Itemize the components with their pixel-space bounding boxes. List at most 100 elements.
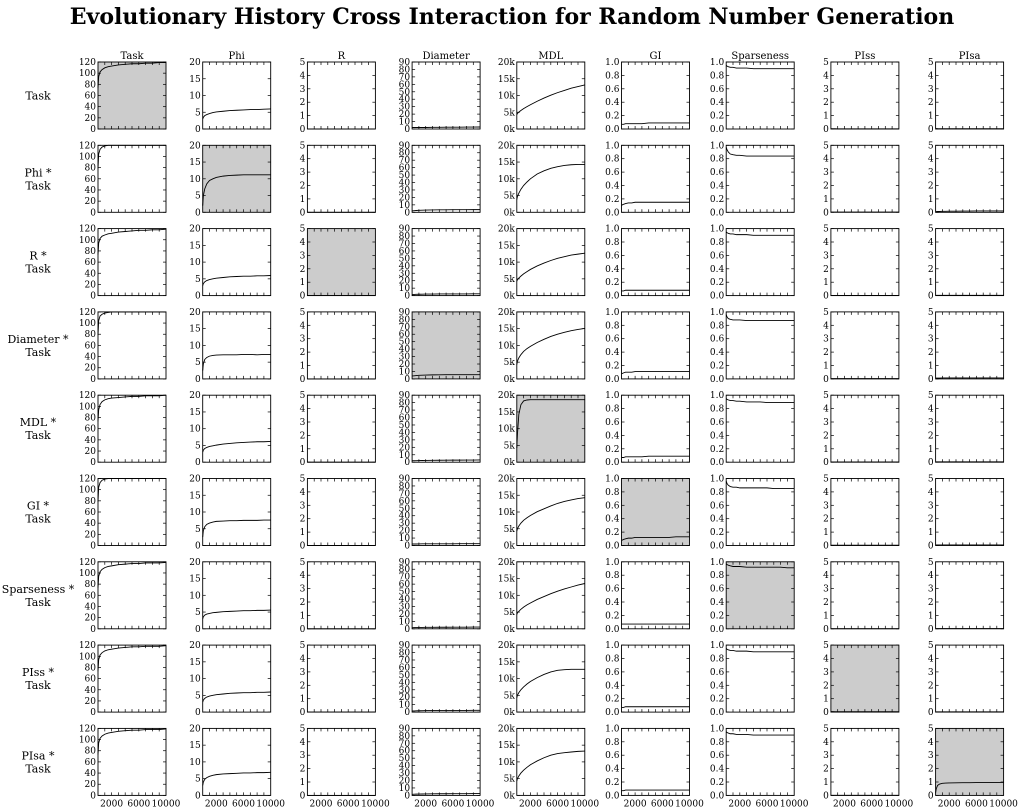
y-tick-label: 4: [823, 571, 829, 581]
series-line: [412, 293, 481, 295]
panel-phi-gi: 0.0 0.2 0.4 0.6 0.8 1.0: [605, 141, 690, 218]
y-tick-label: 60: [85, 92, 97, 102]
y-tick-label: 1: [928, 611, 934, 621]
panel-frame: [830, 478, 900, 546]
x-tick-label: 10000: [466, 799, 495, 809]
panel-frame: [97, 727, 167, 796]
panel-piss-mdl: 0k 5k 10k 15k 20k: [498, 641, 586, 718]
y-tick-label: 0.4: [710, 431, 725, 441]
y-tick-label: 20: [399, 360, 411, 370]
series-line: [97, 478, 166, 502]
y-tick-label: 15: [189, 158, 201, 168]
y-tick-label: 5: [300, 558, 306, 568]
y-tick-label: 2: [823, 182, 829, 192]
panel-frame: [97, 478, 167, 546]
y-tick-label: 0: [928, 375, 934, 385]
x-tick-label: 6000: [965, 799, 988, 809]
panel-frame: [621, 311, 690, 380]
series-line: [621, 706, 690, 708]
y-tick-label: 5: [195, 275, 201, 285]
y-tick-label: 60: [399, 663, 411, 673]
y-tick-label: 2: [928, 431, 934, 441]
y-tick-label: 20: [85, 197, 97, 207]
y-tick-label: 0.4: [605, 265, 620, 275]
y-tick-label: 120: [79, 58, 96, 68]
y-tick-label: 4: [823, 321, 829, 331]
y-tick-label: 100: [79, 402, 96, 412]
y-tick-label: 60: [399, 580, 411, 590]
y-tick-label: 5k: [504, 441, 516, 451]
y-tick-label: 2: [823, 681, 829, 691]
y-tick-label: 2: [928, 182, 934, 192]
y-tick-label: 40: [85, 769, 97, 779]
panel-phi-mdl: 0k 5k 10k 15k 20k: [498, 141, 586, 218]
y-tick-label: 0: [300, 292, 306, 302]
y-tick-label: 4: [928, 155, 934, 165]
x-tick-label: 2000: [728, 799, 751, 809]
panel-frame: [306, 394, 376, 463]
y-tick-label: 10k: [498, 675, 515, 685]
y-tick-label: 30: [399, 103, 411, 113]
y-tick-label: 1.0: [605, 641, 620, 651]
y-tick-label: 0: [300, 125, 306, 135]
y-tick-label: 15: [189, 491, 201, 501]
y-tick-label: 0.0: [710, 208, 725, 218]
y-tick-label: 15: [189, 241, 201, 251]
y-tick-label: 60: [85, 341, 97, 351]
y-tick-label: 1.0: [605, 558, 620, 568]
y-tick-label: 0: [823, 208, 829, 218]
y-tick-label: 4: [928, 71, 934, 81]
column-header-pisa: PIsa: [959, 51, 981, 62]
series-line: [516, 497, 585, 532]
panel-diameter-phi: 0 5 10 15 20: [189, 308, 272, 385]
panel-r-r: 0 1 2 3 4 5: [300, 225, 376, 302]
series-line: [202, 353, 271, 371]
y-tick-label: 4: [300, 655, 306, 665]
series-line: [725, 563, 795, 569]
y-tick-label: 0.6: [605, 418, 620, 428]
series-line: [516, 84, 585, 115]
y-tick-label: 1: [300, 112, 306, 122]
panel-highlight-bg: [516, 394, 586, 463]
panel-frame: [97, 311, 167, 380]
y-tick-label: 1.0: [605, 724, 620, 734]
series-line: [725, 731, 795, 736]
panel-frame: [725, 727, 795, 796]
y-tick-label: 4: [823, 405, 829, 415]
y-tick-label: 80: [399, 315, 411, 325]
panel-frame: [202, 228, 272, 297]
y-tick-label: 4: [823, 738, 829, 748]
series-line: [516, 583, 585, 615]
y-tick-label: 90: [399, 475, 411, 485]
series-line: [621, 122, 690, 125]
y-tick-label: 2: [928, 765, 934, 775]
y-tick-label: 0: [195, 625, 201, 635]
y-tick-label: 5: [300, 475, 306, 485]
series-line: [202, 691, 271, 703]
y-tick-label: 5: [300, 225, 306, 235]
y-tick-label: 0.8: [710, 238, 725, 248]
y-tick-label: 3: [928, 85, 934, 95]
row-label-primary: MDL *: [20, 416, 57, 429]
y-tick-label: 90: [399, 308, 411, 318]
series-line: [202, 519, 271, 538]
y-tick-label: 3: [928, 585, 934, 595]
y-tick-label: 2: [300, 598, 306, 608]
x-tick-label: 2000: [205, 799, 228, 809]
panel-frame: [830, 394, 900, 463]
panel-gi-gi: 0.0 0.2 0.4 0.6 0.8 1.0: [605, 475, 690, 552]
y-tick-label: 2: [823, 515, 829, 525]
y-tick-label: 0.6: [605, 585, 620, 595]
y-tick-label: 10: [189, 591, 201, 601]
row-label-primary: R *: [29, 250, 47, 263]
series-line: [97, 394, 167, 422]
y-tick-label: 70: [399, 239, 411, 249]
y-tick-label: 1.0: [710, 724, 725, 734]
series-line: [621, 455, 690, 458]
y-tick-label: 1: [928, 528, 934, 538]
